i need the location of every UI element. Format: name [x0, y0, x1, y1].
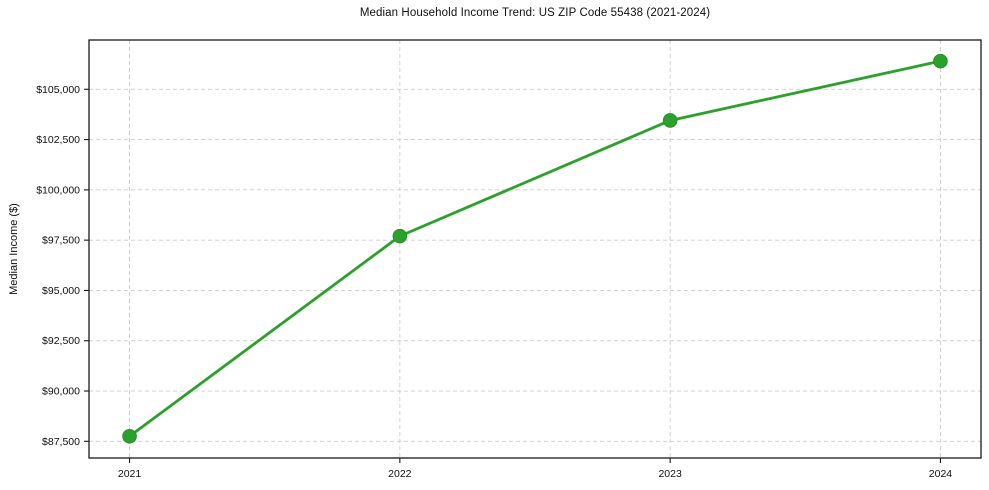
y-tick-label: $90,000 [42, 386, 80, 398]
data-point-2022 [392, 228, 408, 244]
data-point-2024 [933, 53, 948, 69]
y-tick-label: $97,500 [42, 235, 80, 247]
y-tick-label: $102,500 [36, 134, 80, 146]
x-tick-label: 2023 [658, 468, 682, 480]
y-tick-label: $105,000 [36, 84, 80, 96]
x-tick-label: 2021 [118, 468, 142, 480]
y-axis-label: Median Income ($) [8, 203, 20, 295]
y-tick-label: $87,500 [42, 436, 80, 448]
income-trend-line [128, 59, 942, 438]
data-point-2021 [122, 428, 137, 444]
y-tick-label: $95,000 [42, 285, 80, 297]
data-point-2023 [662, 113, 678, 128]
y-tick-label: $92,500 [42, 335, 80, 347]
chart-title: Median Household Income Trend: US ZIP Co… [359, 7, 711, 19]
plot-border [88, 39, 982, 459]
y-tick-label: $100,000 [36, 184, 80, 196]
x-tick-label: 2024 [929, 468, 953, 480]
x-tick-label: 2022 [388, 468, 412, 480]
